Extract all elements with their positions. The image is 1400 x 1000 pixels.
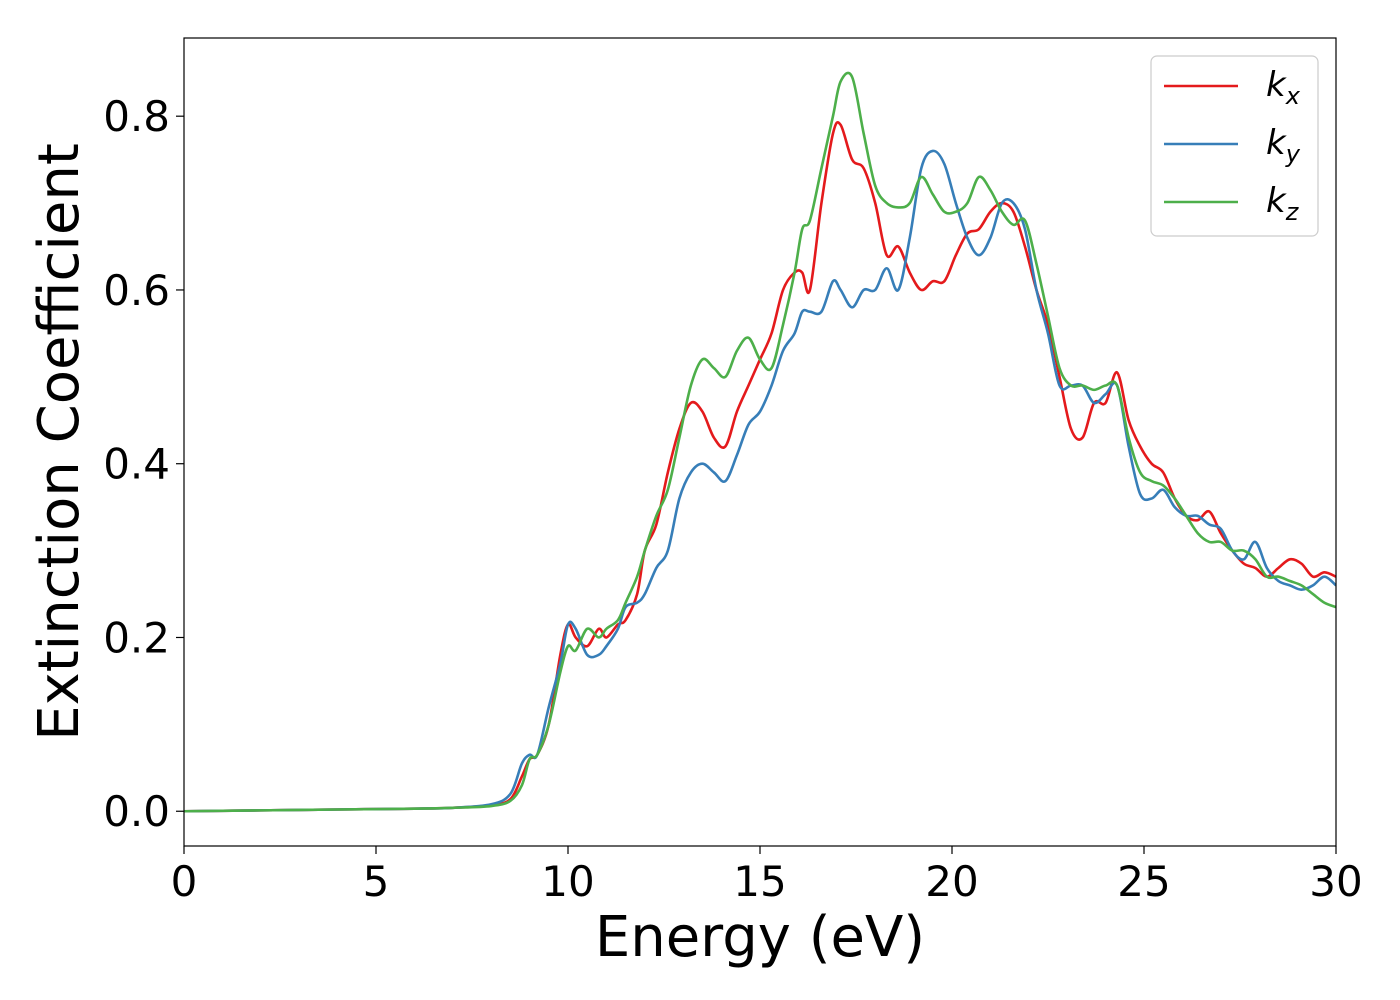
legend-box [1150, 55, 1319, 237]
y-tick-label: 0.6 [103, 266, 170, 315]
legend-label-ky: ky [1266, 123, 1301, 168]
x-tick-label: 15 [733, 857, 786, 906]
y-axis: 0.0 0.2 0.4 0.6 0.8 [103, 92, 184, 836]
legend: kx ky kz [1150, 55, 1319, 237]
legend-label-kx: kx [1266, 65, 1301, 110]
legend-label-kz: kz [1266, 181, 1300, 226]
y-tick-label: 0.2 [103, 613, 170, 662]
y-tick-label: 0.4 [103, 440, 170, 489]
x-tick-label: 0 [171, 857, 198, 906]
x-tick-label: 25 [1117, 857, 1170, 906]
series-layer [184, 71, 1336, 813]
series-line-kz [184, 71, 1336, 813]
series-line-ky [184, 149, 1336, 813]
x-axis: 0 5 10 15 20 25 30 [171, 846, 1363, 906]
x-tick-label: 5 [363, 857, 390, 906]
x-tick-label: 20 [925, 857, 978, 906]
y-tick-label: 0.8 [103, 92, 170, 141]
x-tick-label: 30 [1309, 857, 1362, 906]
x-tick-label: 10 [541, 857, 594, 906]
y-tick-label: 0.0 [103, 787, 170, 836]
x-axis-title: Energy (eV) [595, 905, 925, 970]
y-axis-title: Extinction Coefficient [27, 143, 92, 741]
